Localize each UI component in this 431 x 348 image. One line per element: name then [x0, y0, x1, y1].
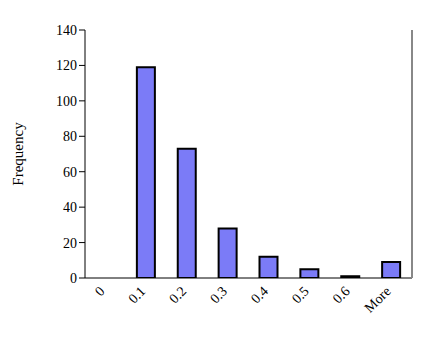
- svg-text:0.5: 0.5: [289, 284, 312, 307]
- svg-text:60: 60: [63, 165, 77, 180]
- svg-text:120: 120: [56, 58, 77, 73]
- svg-text:More: More: [362, 284, 394, 316]
- svg-text:Frequency: Frequency: [10, 122, 26, 186]
- svg-text:0.3: 0.3: [207, 284, 230, 307]
- svg-text:0.1: 0.1: [125, 284, 148, 307]
- svg-text:80: 80: [63, 129, 77, 144]
- svg-text:40: 40: [63, 200, 77, 215]
- svg-text:20: 20: [63, 236, 77, 251]
- svg-text:0.4: 0.4: [248, 284, 271, 307]
- svg-text:0: 0: [92, 284, 108, 300]
- svg-text:0.2: 0.2: [166, 284, 189, 307]
- svg-text:0.6: 0.6: [330, 284, 353, 307]
- svg-text:0: 0: [70, 271, 77, 286]
- svg-text:140: 140: [56, 23, 77, 38]
- svg-text:100: 100: [56, 94, 77, 109]
